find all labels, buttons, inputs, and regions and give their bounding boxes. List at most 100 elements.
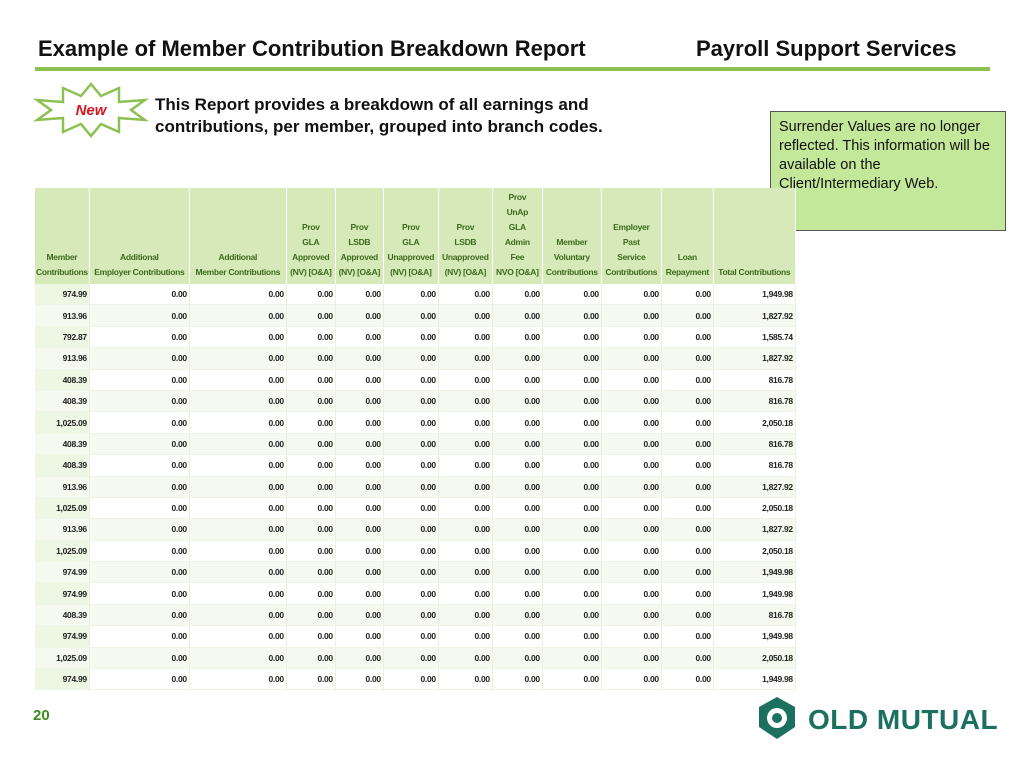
table-cell: 0.00 — [189, 582, 287, 605]
table-cell: 0.00 — [89, 647, 190, 670]
table-cell: 0.00 — [438, 497, 493, 520]
table-cell: 0.00 — [89, 625, 190, 648]
table-cell: 0.00 — [492, 668, 543, 691]
table-cell: 0.00 — [438, 433, 493, 456]
table-row: 408.39 0.00 0.00 0.00 0.00 0.00 0.00 0.00 0.00 0.… — [35, 369, 796, 391]
table-cell: 1,949.98 — [713, 668, 796, 691]
table-cell: 1,827.92 — [713, 476, 796, 498]
table-cell: 0.00 — [189, 304, 287, 327]
table-cell: 0.00 — [286, 518, 336, 541]
table-cell: 0.00 — [189, 326, 287, 349]
table-cell: 0.00 — [661, 304, 714, 327]
table-cell: 0.00 — [286, 582, 336, 605]
table-cell: 0.00 — [492, 540, 543, 563]
table-cell: 0.00 — [335, 390, 384, 413]
table-cell: 0.00 — [661, 582, 714, 605]
table-cell: 816.78 — [713, 454, 796, 477]
table-cell: 1,585.74 — [713, 326, 796, 349]
table-cell: 0.00 — [383, 561, 439, 584]
table-cell: 1,025.09 — [35, 411, 90, 434]
table-cell: 0.00 — [438, 454, 493, 477]
table-row: 913.96 0.00 0.00 0.00 0.00 0.00 0.00 0.00 0.00 0.… — [35, 304, 796, 327]
table-cell: 0.00 — [189, 604, 287, 627]
table-cell: 0.00 — [189, 433, 287, 456]
table-cell: 0.00 — [286, 284, 336, 306]
table-cell: 0.00 — [438, 411, 493, 434]
table-cell: 1,025.09 — [35, 647, 90, 670]
table-cell: 0.00 — [383, 604, 439, 627]
table-cell: 0.00 — [492, 625, 543, 648]
table-cell: 0.00 — [189, 390, 287, 413]
table-cell: 0.00 — [661, 540, 714, 563]
table-cell: 0.00 — [383, 497, 439, 520]
table-cell: 1,949.98 — [713, 582, 796, 605]
table-cell: 0.00 — [286, 497, 336, 520]
table-cell: 0.00 — [542, 369, 602, 391]
slide-title: Example of Member Contribution Breakdown… — [38, 36, 586, 61]
table-cell: 0.00 — [89, 540, 190, 563]
table-cell: 0.00 — [189, 284, 287, 306]
table-cell: 0.00 — [492, 647, 543, 670]
table-cell: 0.00 — [335, 433, 384, 456]
table-cell: 0.00 — [89, 411, 190, 434]
table-cell: 0.00 — [383, 476, 439, 498]
table-cell: 0.00 — [601, 604, 662, 627]
table-cell: 0.00 — [89, 497, 190, 520]
table-cell: 0.00 — [335, 454, 384, 477]
table-cell: 0.00 — [542, 454, 602, 477]
table-cell: 0.00 — [286, 540, 336, 563]
table-cell: 408.39 — [35, 390, 90, 413]
table-cell: 0.00 — [438, 390, 493, 413]
table-cell: 1,025.09 — [35, 540, 90, 563]
table-cell: 913.96 — [35, 347, 90, 370]
table-cell: 0.00 — [661, 347, 714, 370]
table-cell: 0.00 — [383, 284, 439, 306]
table-cell: 0.00 — [383, 390, 439, 413]
column-header: Additional Employer Contributions — [89, 188, 190, 284]
logo-text: OLD MUTUAL — [808, 704, 999, 735]
table-cell: 974.99 — [35, 582, 90, 605]
table-cell: 0.00 — [335, 668, 384, 691]
table-cell: 0.00 — [492, 561, 543, 584]
table-cell: 0.00 — [661, 561, 714, 584]
table-cell: 0.00 — [189, 668, 287, 691]
table-cell: 0.00 — [335, 561, 384, 584]
table-cell: 0.00 — [286, 668, 336, 691]
table-cell: 408.39 — [35, 369, 90, 391]
table-row: 974.99 0.00 0.00 0.00 0.00 0.00 0.00 0.00 0.00 0.… — [35, 668, 796, 691]
table-cell: 1,827.92 — [713, 304, 796, 327]
title-rule — [35, 67, 990, 71]
table-cell: 1,827.92 — [713, 518, 796, 541]
table-cell: 0.00 — [542, 326, 602, 349]
table-cell: 0.00 — [542, 433, 602, 456]
table-cell: 0.00 — [438, 540, 493, 563]
table-row: 408.39 0.00 0.00 0.00 0.00 0.00 0.00 0.00 0.00 0.… — [35, 604, 796, 627]
table-row: 1,025.09 0.00 0.00 0.00 0.00 0.00 0.00 0.00 0.00… — [35, 647, 796, 670]
table-cell: 0.00 — [335, 411, 384, 434]
badge-text: New — [76, 102, 108, 119]
table-cell: 0.00 — [189, 347, 287, 370]
table-cell: 0.00 — [383, 518, 439, 541]
column-header: Member Voluntary Contributions — [542, 188, 602, 284]
table-cell: 0.00 — [286, 347, 336, 370]
table-cell: 0.00 — [383, 304, 439, 327]
table-cell: 0.00 — [492, 454, 543, 477]
table-cell: 0.00 — [601, 326, 662, 349]
table-cell: 0.00 — [438, 347, 493, 370]
table-cell: 0.00 — [542, 604, 602, 627]
table-cell: 0.00 — [438, 625, 493, 648]
table-cell: 1,025.09 — [35, 497, 90, 520]
table-cell: 913.96 — [35, 518, 90, 541]
table-cell: 0.00 — [335, 582, 384, 605]
table-cell: 0.00 — [438, 582, 493, 605]
table-cell: 0.00 — [89, 304, 190, 327]
table-cell: 0.00 — [542, 540, 602, 563]
table-cell: 974.99 — [35, 668, 90, 691]
table-cell: 0.00 — [189, 561, 287, 584]
table-cell: 0.00 — [335, 369, 384, 391]
table-cell: 913.96 — [35, 304, 90, 327]
new-badge: New — [33, 82, 149, 138]
table-cell: 0.00 — [89, 284, 190, 306]
table-cell: 0.00 — [438, 369, 493, 391]
